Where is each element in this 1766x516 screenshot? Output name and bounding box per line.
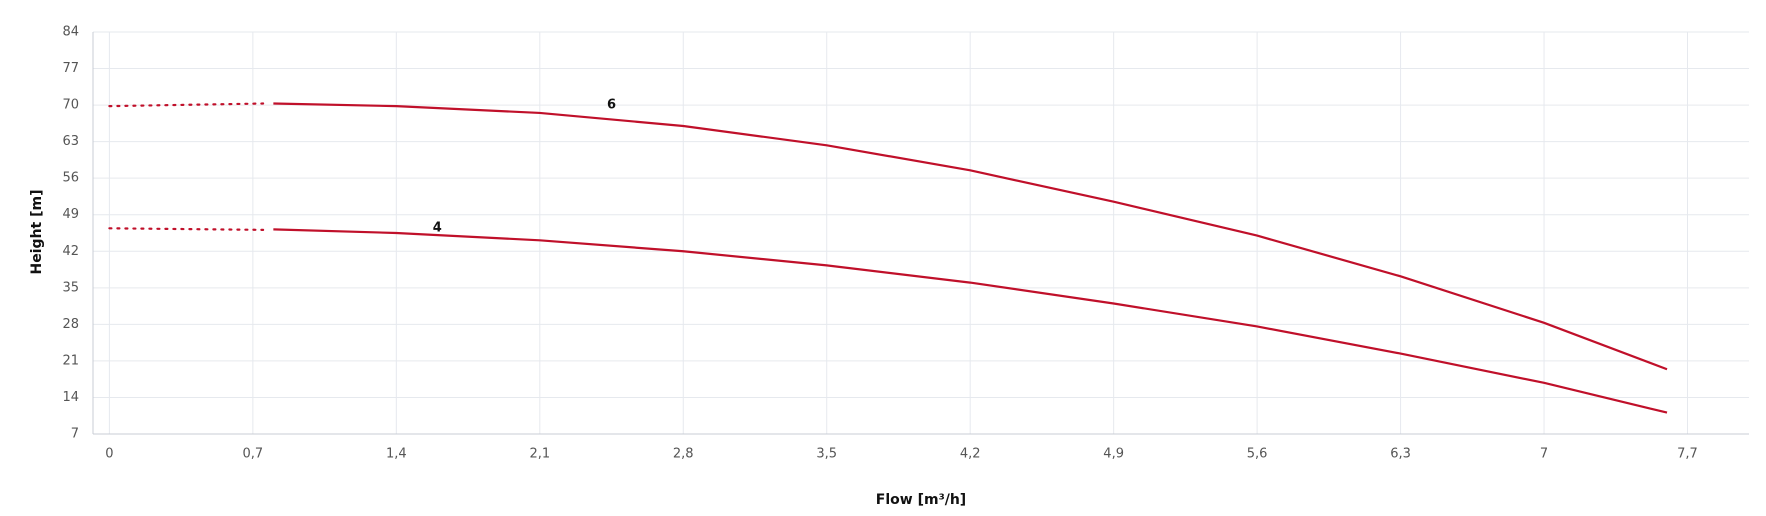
y-tick-label: 70	[62, 98, 79, 113]
curve-label: 6	[607, 98, 616, 113]
y-tick-label: 7	[71, 427, 79, 442]
x-tick-label: 2,8	[673, 447, 694, 462]
x-tick-label: 7,7	[1677, 447, 1698, 462]
x-tick-label: 0	[105, 447, 113, 462]
y-axis-title: Height [m]	[29, 190, 45, 275]
y-tick-label: 56	[62, 171, 79, 186]
x-tick-label: 4,2	[960, 447, 981, 462]
y-tick-label: 28	[62, 317, 79, 332]
y-tick-label: 21	[62, 353, 79, 368]
y-tick-label: 84	[62, 25, 79, 40]
x-tick-label: 6,3	[1390, 447, 1411, 462]
x-tick-label: 1,4	[386, 447, 407, 462]
y-tick-label: 49	[62, 207, 79, 222]
y-tick-label: 14	[62, 390, 79, 405]
x-tick-label: 2,1	[529, 447, 550, 462]
y-tick-label: 77	[62, 61, 79, 76]
x-tick-label: 0,7	[243, 447, 264, 462]
x-tick-label: 3,5	[816, 447, 837, 462]
curve-label: 4	[433, 220, 442, 235]
y-tick-label: 42	[62, 244, 79, 259]
y-tick-label: 63	[62, 134, 79, 149]
curve	[273, 102, 1668, 371]
x-tick-label: 7	[1540, 447, 1548, 462]
curve	[108, 227, 265, 231]
x-tick-label: 4,9	[1103, 447, 1124, 462]
x-axis-title: Flow [m³/h]	[876, 492, 966, 508]
y-tick-label: 35	[62, 280, 79, 295]
curve	[108, 102, 265, 108]
x-tick-label: 5,6	[1247, 447, 1268, 462]
curve	[273, 228, 1668, 414]
